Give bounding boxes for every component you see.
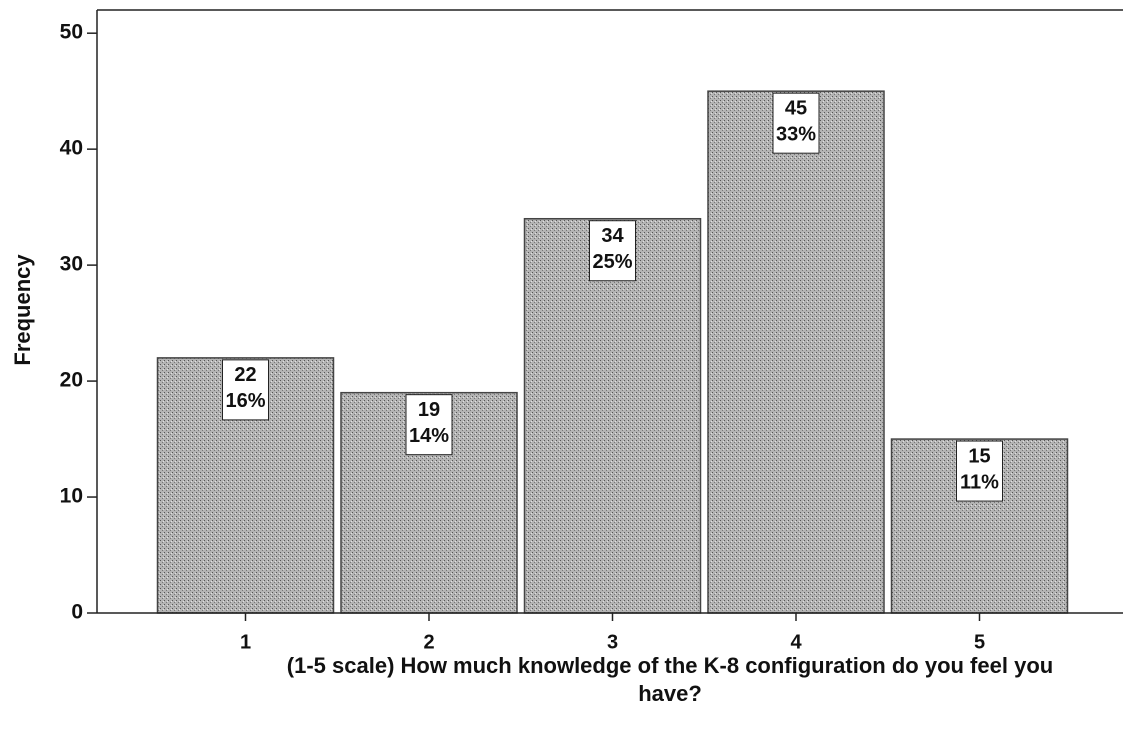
bar (707, 90, 885, 614)
x-axis-title: (1-5 scale) How much knowledge of the K-… (286, 653, 1054, 706)
data-label: 34 (601, 225, 624, 247)
y-tick-label: 30 (60, 253, 83, 276)
y-tick-label: 50 (60, 21, 83, 44)
data-label-box (405, 394, 453, 456)
data-label-box (222, 359, 269, 421)
data-label-box (956, 440, 1003, 502)
percent-label: 11% (960, 471, 999, 493)
y-tick-label: 20 (60, 369, 83, 392)
y-tick-label: 40 (60, 137, 83, 160)
x-tick-label: 5 (974, 631, 985, 653)
data-label: 22 (234, 364, 256, 386)
data-label-box (772, 92, 820, 154)
data-label: 45 (785, 97, 807, 119)
x-tick-label: 3 (607, 631, 618, 653)
x-tick-label: 1 (240, 631, 251, 653)
y-tick-label: 0 (71, 601, 83, 624)
data-label: 19 (418, 399, 440, 421)
x-tick-label: 2 (423, 631, 434, 653)
percent-label: 25% (592, 251, 632, 273)
y-tick-label: 10 (60, 485, 83, 508)
x-tick-label: 4 (790, 631, 802, 653)
percent-label: 33% (776, 123, 816, 145)
bar (523, 217, 702, 614)
percent-label: 14% (409, 425, 449, 447)
y-axis-title: Frequency (10, 254, 35, 366)
percent-label: 16% (225, 390, 265, 412)
data-label-box (589, 220, 636, 282)
data-label: 15 (968, 445, 990, 467)
